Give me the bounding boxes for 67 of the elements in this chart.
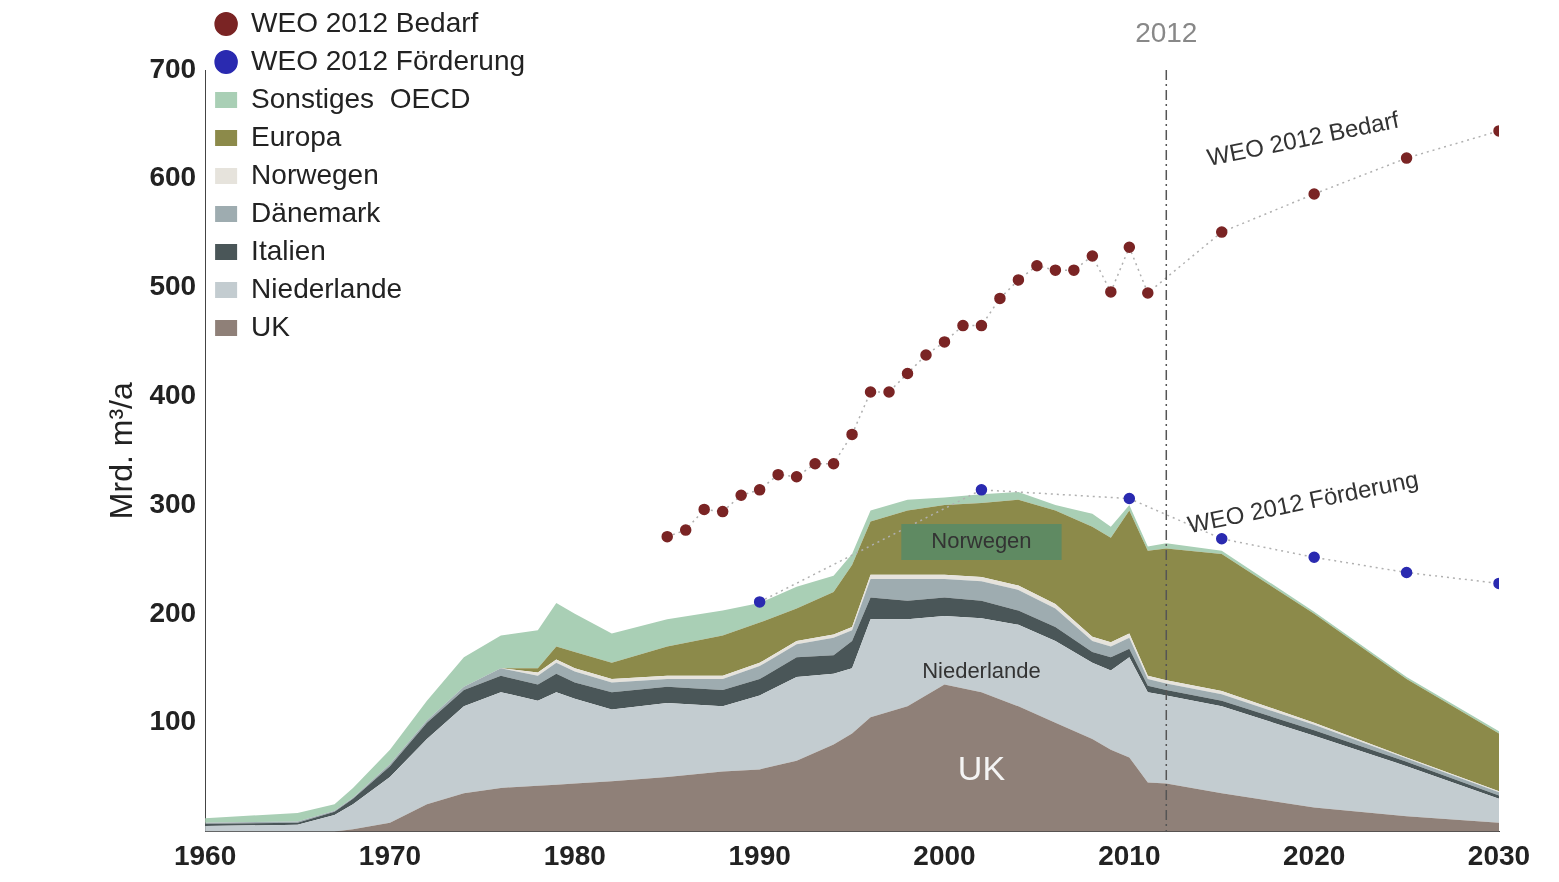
point	[1308, 188, 1320, 200]
point	[1049, 264, 1062, 276]
point	[1308, 551, 1320, 564]
point	[975, 319, 988, 332]
point	[1142, 287, 1154, 299]
legend-label: WEO 2012 Bedarf	[251, 6, 479, 38]
point	[772, 468, 784, 481]
x-tick-label: 2010	[1098, 839, 1161, 871]
x-tick-label: 2020	[1283, 839, 1346, 871]
x-tick-label: 2000	[913, 839, 976, 871]
y-tick-label: 100	[149, 705, 197, 737]
legend-label: Norwegen	[251, 158, 379, 190]
point	[1215, 533, 1228, 545]
point	[883, 386, 895, 398]
y-tick-label: 300	[149, 487, 197, 519]
y-tick-label: 400	[149, 379, 197, 411]
y-axis-title: Mrd. m³/a	[103, 382, 140, 520]
point	[975, 484, 988, 496]
annotation: WEO 2012 Bedarf	[1204, 105, 1402, 171]
legend-label: Dänemark	[251, 196, 382, 228]
x-tick-label: 2030	[1467, 839, 1531, 871]
y-tick-label: 200	[149, 596, 197, 628]
point	[920, 349, 932, 361]
point	[846, 428, 858, 441]
point	[1400, 152, 1413, 164]
point	[957, 319, 969, 332]
point	[901, 367, 914, 380]
y-tick-label: 500	[149, 270, 197, 302]
point	[1068, 264, 1080, 276]
point	[661, 530, 673, 543]
point	[1012, 274, 1025, 286]
legend-label: WEO 2012 Förderung	[251, 44, 526, 76]
legend-label: Europa	[251, 120, 342, 152]
point	[1123, 492, 1136, 505]
point	[938, 336, 951, 348]
x-tick-label: 1980	[543, 839, 606, 871]
x-tick-label: 1960	[173, 839, 237, 871]
point	[753, 484, 766, 496]
point	[1105, 286, 1117, 298]
point	[1031, 260, 1043, 272]
point	[753, 596, 766, 608]
legend-label: UK	[251, 310, 291, 342]
point	[1400, 566, 1413, 579]
point	[864, 386, 877, 398]
point	[735, 489, 747, 502]
annotation: Niederlande	[922, 657, 1041, 683]
x-tick-label: 1970	[358, 839, 422, 871]
legend-label: Italien	[251, 234, 326, 266]
point	[790, 471, 803, 483]
point	[994, 292, 1006, 305]
legend-label: Sonstiges OECD	[251, 82, 471, 114]
point	[827, 458, 840, 470]
y-tick-label: 700	[149, 52, 197, 84]
annotation: UK	[957, 748, 1006, 787]
point	[809, 458, 821, 470]
y-tick-label: 600	[149, 161, 197, 193]
point	[1086, 250, 1099, 262]
point	[679, 524, 692, 536]
annotation: Norwegen	[931, 528, 1032, 554]
x-tick-label: 1990	[728, 839, 791, 871]
point	[716, 505, 729, 518]
ref-line-label: 2012	[1135, 16, 1198, 48]
point	[1215, 226, 1228, 238]
point	[698, 503, 710, 516]
point	[1123, 241, 1136, 254]
annotation: WEO 2012 Förderung	[1185, 465, 1421, 539]
legend-label: Niederlande	[251, 272, 403, 304]
